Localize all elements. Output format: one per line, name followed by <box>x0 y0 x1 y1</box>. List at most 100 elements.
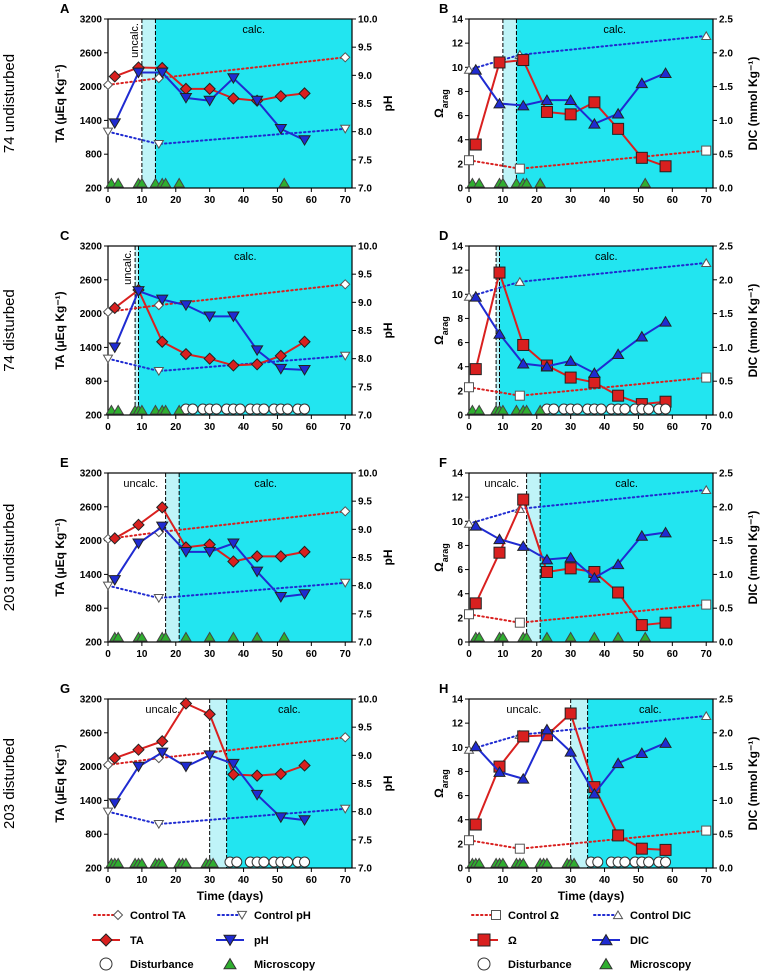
left-tick-label: 3200 <box>80 695 103 706</box>
calc-annotation: calc. <box>639 704 662 716</box>
left-tick-label: 2000 <box>80 82 103 93</box>
legend-label: Microscopy <box>254 959 316 971</box>
right-tick-label: 1.0 <box>719 570 733 581</box>
data-point <box>469 740 483 752</box>
control-line <box>107 127 347 146</box>
data-point <box>250 769 264 782</box>
omega-subscript: arag <box>440 769 450 788</box>
left-tick-label: 2 <box>457 386 463 397</box>
data-point <box>540 94 554 106</box>
data-point <box>132 538 145 550</box>
control-point <box>701 825 712 836</box>
microscopy-marker <box>207 857 219 868</box>
series-ta <box>108 697 311 782</box>
calcified-region <box>179 473 352 642</box>
transition-region <box>165 473 180 642</box>
data-point <box>588 117 601 129</box>
data-point <box>635 747 649 758</box>
data-point <box>179 300 193 312</box>
panel-H: calc. uncalc. 0 2 4 6 8 10 12 14 0.0 0.5 1.0 1.5 2.0 2.… <box>432 681 760 886</box>
control-point <box>700 484 712 494</box>
disturbance-marker <box>282 403 294 415</box>
x-tick-label: 10 <box>136 422 148 433</box>
series-ta <box>108 283 311 372</box>
data-point <box>588 571 601 583</box>
data-point <box>274 363 288 375</box>
data-point <box>611 107 625 119</box>
right-tick-label: 1.0 <box>719 796 733 807</box>
disturbance-marker <box>231 856 243 868</box>
right-tick-label: 0.0 <box>719 411 733 422</box>
panel-letter: G <box>60 681 70 696</box>
series-control-ta <box>102 52 351 91</box>
right-tick-label: 2.5 <box>719 695 733 706</box>
left-tick-label: 1400 <box>80 796 103 807</box>
calcified-region <box>587 699 713 868</box>
data-point <box>274 550 288 563</box>
microscopy-marker <box>136 404 148 415</box>
left-axis-title: Ωarag <box>432 89 450 118</box>
right-tick-label: 7.5 <box>358 382 372 393</box>
data-point <box>493 97 506 109</box>
x-tick-label: 0 <box>105 875 111 886</box>
transition-region <box>135 246 139 415</box>
control-point <box>102 354 114 364</box>
control-point <box>153 366 165 377</box>
right-tick-label: 10.0 <box>358 242 378 253</box>
legend-marker <box>491 910 501 920</box>
control-point <box>464 609 474 620</box>
right-tick-label: 0.5 <box>719 830 733 841</box>
control-line <box>468 714 708 751</box>
x-tick-label: 0 <box>466 195 472 206</box>
right-tick-label: 1.0 <box>719 116 733 127</box>
omega-subscript: arag <box>440 543 450 562</box>
right-tick-label: 8.5 <box>358 553 372 564</box>
disturbance-marker <box>592 856 604 868</box>
right-tick-label: 10.0 <box>358 469 378 480</box>
data-point <box>635 77 649 89</box>
data-point <box>274 89 288 103</box>
disturbance-marker <box>234 403 246 415</box>
data-point <box>108 575 122 586</box>
x-tick-label: 60 <box>667 195 679 206</box>
microscopy-marker <box>227 631 240 642</box>
panel-D: calc. 0 2 4 6 8 10 12 14 0.0 0.5 1.0 1.5 2.0 2.5 0 10 20 3… <box>432 228 760 433</box>
data-point <box>659 737 672 748</box>
data-point <box>203 311 217 323</box>
left-tick-label: 3200 <box>80 242 103 253</box>
left-tick-label: 4 <box>457 135 463 146</box>
disturbance-marker <box>571 403 583 415</box>
series-ph <box>108 521 311 603</box>
control-point <box>339 578 351 588</box>
calc-annotation: calc. <box>603 24 626 36</box>
data-point <box>493 533 506 545</box>
microscopy-marker <box>173 177 186 188</box>
control-point <box>700 30 712 40</box>
row-label: 74 disturbed <box>1 289 18 372</box>
uncalc-annotation: uncalc. <box>122 250 134 285</box>
control-point <box>102 127 114 137</box>
right-axis-title: DIC (mmol Kg⁻¹) <box>746 284 760 378</box>
plot-frame <box>468 245 714 416</box>
data-point <box>203 750 217 762</box>
x-tick-label: 70 <box>701 875 713 886</box>
data-point <box>588 376 601 389</box>
left-tick-label: 6 <box>457 565 463 576</box>
data-point <box>588 96 601 109</box>
data-point <box>469 597 482 610</box>
right-tick-label: 7.5 <box>358 155 372 166</box>
left-tick-label: 0 <box>457 184 463 195</box>
left-tick-label: 1400 <box>80 116 103 127</box>
x-tick-label: 70 <box>340 875 352 886</box>
x-tick-label: 10 <box>497 195 509 206</box>
control-point <box>339 351 351 361</box>
x-tick-label: 40 <box>599 649 611 660</box>
left-tick-label: 2600 <box>80 728 103 739</box>
calc-annotation: calc. <box>242 24 265 36</box>
right-tick-label: 9.5 <box>358 43 372 54</box>
control-point <box>464 155 474 166</box>
control-point <box>340 52 351 63</box>
panel-G: calc.uncalc.20080014002000260032007.07.5… <box>53 681 395 886</box>
x-tick-label: 70 <box>340 649 352 660</box>
microscopy-marker <box>568 857 580 868</box>
